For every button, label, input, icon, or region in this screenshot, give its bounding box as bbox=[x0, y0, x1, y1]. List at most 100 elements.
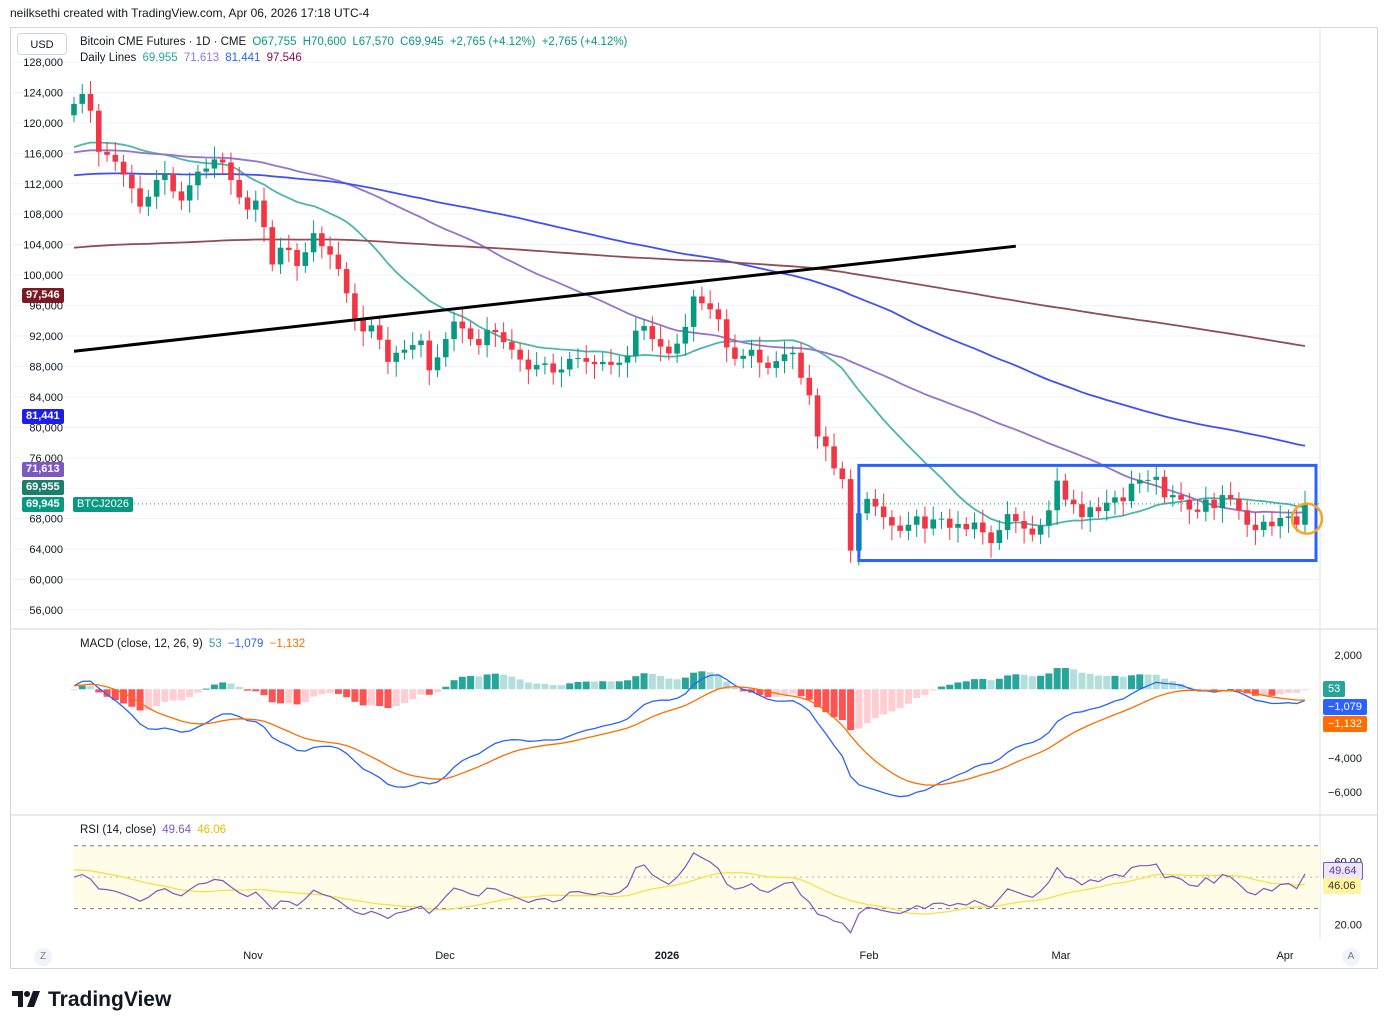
candle-body bbox=[616, 362, 623, 365]
candle-body bbox=[87, 93, 94, 111]
candle-body bbox=[302, 252, 309, 266]
macd-hist-bar bbox=[1078, 672, 1086, 690]
candle-body bbox=[905, 524, 912, 531]
macd-line-tag: −1,079 bbox=[1323, 699, 1367, 715]
candle-body bbox=[401, 349, 408, 353]
macd-hist-bar bbox=[929, 689, 937, 691]
price-tick: 104,000 bbox=[23, 240, 63, 252]
candle-body bbox=[872, 498, 879, 507]
macd-hist-bar bbox=[78, 685, 86, 690]
candle-body bbox=[211, 159, 218, 169]
macd-hist-bar bbox=[590, 681, 598, 690]
candle-body bbox=[79, 93, 86, 104]
candle-body bbox=[823, 436, 829, 447]
candle-body bbox=[550, 363, 556, 373]
macd-hist-bar bbox=[648, 673, 656, 690]
candle-body bbox=[591, 361, 598, 365]
macd-tick: −6,000 bbox=[1328, 787, 1362, 799]
macd-hist-bar bbox=[1293, 689, 1301, 693]
candle-body bbox=[740, 355, 747, 359]
macd-hist-bar bbox=[1119, 676, 1127, 690]
macd-hist-bar bbox=[1268, 689, 1276, 696]
macd-hist-bar bbox=[863, 689, 871, 723]
candle-body bbox=[170, 173, 176, 192]
candle-body bbox=[674, 343, 680, 354]
ma20-legend-value: 69,955 bbox=[142, 52, 178, 64]
zoom-button[interactable]: Z bbox=[34, 948, 52, 966]
macd-hist-bar bbox=[1169, 681, 1177, 690]
highlight-circle bbox=[1290, 502, 1324, 535]
macd-hist-bar bbox=[293, 689, 301, 705]
candle-body bbox=[864, 498, 870, 514]
macd-hist-bar bbox=[1210, 689, 1218, 691]
candle-body bbox=[922, 516, 928, 529]
macd-signal-tag: −1,132 bbox=[1323, 716, 1367, 732]
macd-hist-bar bbox=[475, 676, 483, 690]
price-tick: 92,000 bbox=[29, 331, 63, 343]
candle-body bbox=[1046, 510, 1052, 526]
price-tick: 76,000 bbox=[29, 453, 63, 465]
candle-body bbox=[409, 345, 416, 350]
ma20-line bbox=[73, 141, 1306, 527]
rsi-ma-line bbox=[73, 869, 1306, 915]
candle-body bbox=[153, 179, 160, 197]
rsi-title: RSI (14, close) bbox=[80, 824, 157, 836]
price-tick: 80,000 bbox=[29, 422, 63, 434]
candle-body bbox=[814, 395, 821, 437]
candle-body bbox=[1120, 497, 1127, 502]
macd-hist-bar bbox=[549, 685, 557, 690]
price-tick: 108,000 bbox=[23, 209, 63, 221]
candle-body bbox=[236, 179, 243, 198]
macd-hist-bar bbox=[1276, 689, 1284, 695]
candle-body bbox=[1194, 509, 1201, 512]
candle-body bbox=[451, 321, 457, 340]
ma50-line bbox=[73, 149, 1306, 514]
macd-hist-bar bbox=[434, 689, 442, 693]
candle-body bbox=[319, 233, 325, 247]
candle-body bbox=[806, 377, 813, 396]
trendline bbox=[73, 244, 1017, 353]
macd-hist-bar bbox=[1243, 689, 1251, 694]
macd-signal-line bbox=[73, 683, 1306, 786]
candle-body bbox=[343, 269, 350, 294]
candle-body bbox=[930, 519, 937, 529]
candle-body bbox=[252, 200, 259, 210]
candle-body bbox=[897, 525, 903, 531]
candle-body bbox=[95, 110, 102, 152]
macd-hist-bar bbox=[781, 689, 789, 696]
candle-body bbox=[1293, 516, 1300, 525]
macd-hist-bar bbox=[1136, 674, 1144, 690]
macd-hist-bar bbox=[599, 681, 607, 690]
macd-hist-bar bbox=[409, 689, 417, 699]
candle-body bbox=[732, 347, 738, 359]
auto-scale-button[interactable]: A bbox=[1342, 948, 1360, 966]
candle-body bbox=[467, 328, 474, 340]
macd-hist-bar bbox=[954, 682, 962, 690]
macd-hist-bar bbox=[962, 681, 970, 690]
macd-hist-bar bbox=[136, 689, 144, 711]
candle-body bbox=[575, 358, 581, 360]
currency-button[interactable]: USD bbox=[17, 33, 67, 55]
price-tick: 68,000 bbox=[29, 514, 63, 526]
price-tick: 88,000 bbox=[29, 361, 63, 373]
macd-hist-bar bbox=[756, 689, 764, 696]
candle-body bbox=[1269, 521, 1275, 527]
macd-hist-bar bbox=[1218, 689, 1226, 691]
macd-hist-bar bbox=[334, 689, 342, 694]
candle-body bbox=[583, 358, 590, 362]
candle-body bbox=[624, 355, 631, 363]
last-price-tag: 69,945 bbox=[22, 497, 64, 512]
macd-hist-bar bbox=[1111, 675, 1119, 690]
candle-body bbox=[186, 185, 193, 201]
macd-hist-bar bbox=[1144, 674, 1152, 690]
price-tick: 120,000 bbox=[23, 118, 63, 130]
macd-hist-bar bbox=[624, 680, 632, 690]
candle-body bbox=[988, 532, 994, 544]
macd-hist-bar bbox=[177, 689, 185, 701]
macd-hist-bar bbox=[450, 680, 458, 690]
macd-hist-bar bbox=[921, 689, 929, 695]
macd-hist-bar bbox=[326, 689, 334, 694]
ma50-tag: 71,613 bbox=[22, 462, 64, 477]
candle-body bbox=[228, 162, 234, 180]
